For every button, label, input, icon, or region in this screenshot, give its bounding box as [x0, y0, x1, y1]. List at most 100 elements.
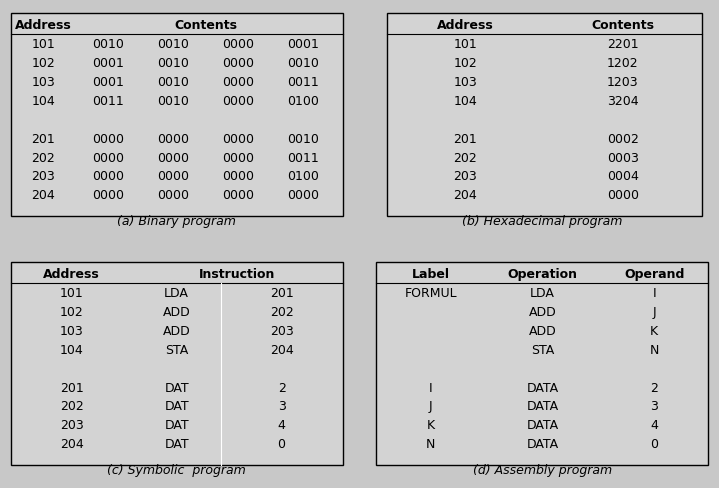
Text: 0010: 0010	[92, 38, 124, 51]
Text: DATA: DATA	[526, 419, 559, 431]
Text: 0000: 0000	[222, 189, 255, 202]
Text: 0000: 0000	[157, 170, 189, 183]
Text: (d) Assembly program: (d) Assembly program	[473, 463, 612, 476]
Text: 0000: 0000	[222, 38, 255, 51]
Text: (b) Hexadecimal program: (b) Hexadecimal program	[462, 215, 623, 228]
Text: N: N	[649, 343, 659, 356]
Text: Contents: Contents	[174, 20, 237, 32]
Text: 0000: 0000	[222, 151, 255, 164]
Text: I: I	[429, 381, 432, 394]
Text: 204: 204	[270, 343, 293, 356]
Text: 101: 101	[454, 38, 477, 51]
Text: 0011: 0011	[288, 151, 319, 164]
Text: STA: STA	[165, 343, 188, 356]
Text: 204: 204	[454, 189, 477, 202]
Text: 2: 2	[650, 381, 658, 394]
Text: ADD: ADD	[528, 305, 557, 318]
Text: Address: Address	[14, 20, 71, 32]
Text: 104: 104	[31, 95, 55, 108]
FancyBboxPatch shape	[11, 14, 342, 216]
Text: FORMUL: FORMUL	[404, 286, 457, 300]
Text: K: K	[650, 324, 659, 337]
Text: 3: 3	[278, 400, 285, 412]
Text: 203: 203	[454, 170, 477, 183]
Text: 101: 101	[60, 286, 83, 300]
Text: 0000: 0000	[92, 189, 124, 202]
Text: DAT: DAT	[164, 400, 189, 412]
Text: 0000: 0000	[222, 132, 255, 145]
Text: 0000: 0000	[288, 189, 319, 202]
Text: 202: 202	[31, 151, 55, 164]
Text: J: J	[652, 305, 656, 318]
Text: 0001: 0001	[288, 38, 319, 51]
Text: 203: 203	[60, 419, 83, 431]
Text: DAT: DAT	[164, 419, 189, 431]
Text: DAT: DAT	[164, 381, 189, 394]
Text: Operand: Operand	[624, 267, 684, 281]
Text: 0010: 0010	[288, 57, 319, 70]
Text: 4: 4	[278, 419, 285, 431]
Text: 203: 203	[31, 170, 55, 183]
Text: 0001: 0001	[92, 57, 124, 70]
Text: K: K	[426, 419, 435, 431]
Text: 0001: 0001	[92, 76, 124, 89]
Text: 2: 2	[278, 381, 285, 394]
Text: 104: 104	[454, 95, 477, 108]
Text: 203: 203	[270, 324, 293, 337]
Text: 0002: 0002	[607, 132, 638, 145]
Text: 102: 102	[454, 57, 477, 70]
Text: 201: 201	[454, 132, 477, 145]
Text: 0: 0	[278, 437, 285, 450]
Text: 4: 4	[650, 419, 658, 431]
Text: N: N	[426, 437, 435, 450]
Text: 104: 104	[60, 343, 83, 356]
Text: 103: 103	[60, 324, 83, 337]
Text: 1202: 1202	[607, 57, 638, 70]
Text: LDA: LDA	[164, 286, 189, 300]
Text: 0010: 0010	[288, 132, 319, 145]
Text: ADD: ADD	[528, 324, 557, 337]
Text: 0000: 0000	[157, 132, 189, 145]
Text: J: J	[429, 400, 432, 412]
Text: 202: 202	[270, 305, 293, 318]
FancyBboxPatch shape	[11, 263, 342, 465]
Text: 101: 101	[31, 38, 55, 51]
Text: Label: Label	[412, 267, 449, 281]
Text: 0000: 0000	[222, 76, 255, 89]
Text: 0000: 0000	[607, 189, 639, 202]
Text: 2201: 2201	[607, 38, 638, 51]
Text: 0000: 0000	[92, 132, 124, 145]
Text: 202: 202	[60, 400, 83, 412]
Text: ADD: ADD	[162, 324, 191, 337]
Text: Operation: Operation	[508, 267, 577, 281]
Text: 0100: 0100	[288, 95, 319, 108]
Text: 0011: 0011	[92, 95, 124, 108]
Text: I: I	[652, 286, 656, 300]
Text: DATA: DATA	[526, 437, 559, 450]
Text: DAT: DAT	[164, 437, 189, 450]
Text: 0000: 0000	[92, 151, 124, 164]
Text: 202: 202	[454, 151, 477, 164]
Text: 0004: 0004	[607, 170, 638, 183]
Text: 0000: 0000	[222, 170, 255, 183]
Text: 103: 103	[31, 76, 55, 89]
Text: DATA: DATA	[526, 381, 559, 394]
Text: 0000: 0000	[92, 170, 124, 183]
Text: 0010: 0010	[157, 76, 189, 89]
Text: 1203: 1203	[607, 76, 638, 89]
Text: 0100: 0100	[288, 170, 319, 183]
Text: (c) Symbolic  program: (c) Symbolic program	[107, 463, 246, 476]
Text: 102: 102	[31, 57, 55, 70]
Text: 3: 3	[650, 400, 658, 412]
Text: 201: 201	[31, 132, 55, 145]
Text: 103: 103	[454, 76, 477, 89]
Text: Address: Address	[437, 20, 494, 32]
Text: Instruction: Instruction	[199, 267, 275, 281]
Text: Address: Address	[43, 267, 100, 281]
Text: Contents: Contents	[592, 20, 654, 32]
Text: ADD: ADD	[162, 305, 191, 318]
Text: DATA: DATA	[526, 400, 559, 412]
Text: 0000: 0000	[157, 151, 189, 164]
Text: 0000: 0000	[222, 57, 255, 70]
Text: 0000: 0000	[157, 189, 189, 202]
